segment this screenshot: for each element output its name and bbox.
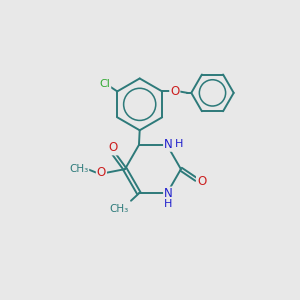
Text: O: O <box>97 166 106 179</box>
Text: O: O <box>109 141 118 154</box>
Text: N: N <box>164 188 173 200</box>
Text: O: O <box>197 175 206 188</box>
Text: H: H <box>164 199 172 209</box>
Text: Cl: Cl <box>100 79 110 89</box>
Text: CH₃: CH₃ <box>110 204 129 214</box>
Text: H: H <box>175 139 184 149</box>
Text: CH₃: CH₃ <box>69 164 88 174</box>
Text: N: N <box>164 138 173 151</box>
Text: O: O <box>170 85 179 98</box>
